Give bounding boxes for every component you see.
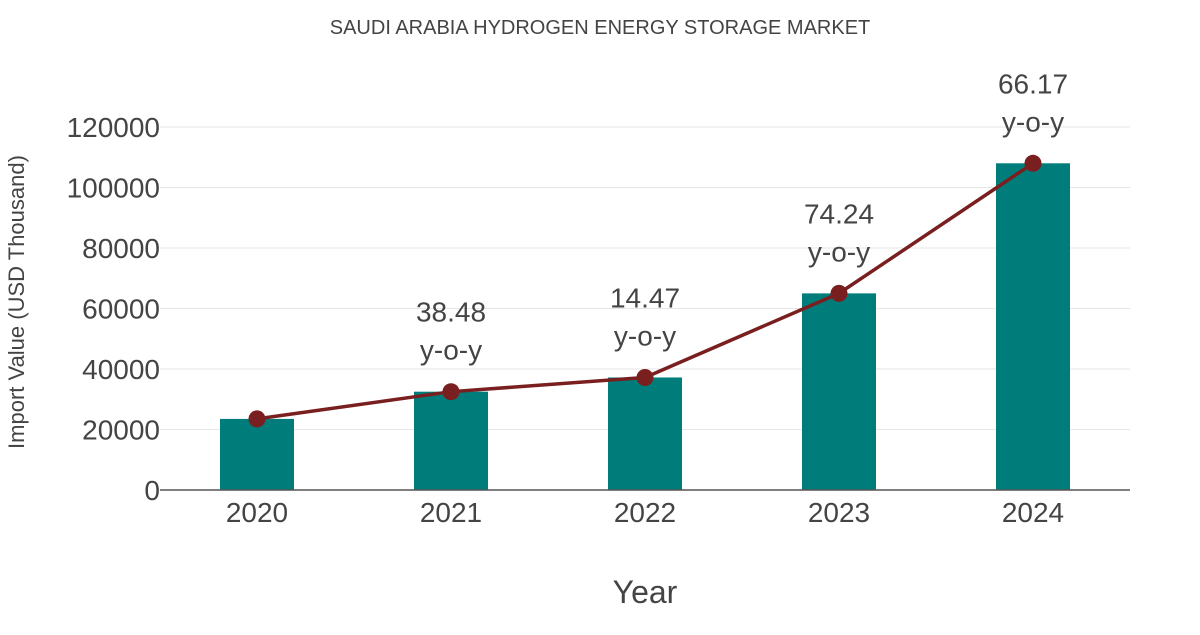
y-tick-label: 40000: [82, 354, 160, 385]
yoy-suffix-label: y-o-y: [420, 335, 482, 366]
bar: [220, 418, 294, 490]
bar: [802, 293, 876, 490]
yoy-point: [442, 383, 460, 401]
y-tick-label: 60000: [82, 294, 160, 325]
yoy-value-label: 66.17: [998, 68, 1068, 99]
bar: [608, 377, 682, 490]
x-tick-label: 2024: [1002, 497, 1064, 528]
bar: [996, 163, 1070, 491]
y-axis-label: Import Value (USD Thousand): [4, 155, 29, 449]
x-axis-label: Year: [613, 574, 678, 610]
yoy-value-label: 38.48: [416, 297, 486, 328]
yoy-suffix-label: y-o-y: [808, 236, 870, 267]
yoy-line-series: [248, 154, 1042, 428]
x-tick-labels: 2020 2021 2022 2023 2024: [226, 497, 1064, 528]
y-tick-label: 0: [144, 475, 160, 506]
y-tick-label: 100000: [67, 173, 160, 204]
yoy-suffix-label: y-o-y: [1002, 106, 1064, 137]
x-tick-label: 2022: [614, 497, 676, 528]
yoy-value-label: 74.24: [804, 198, 874, 229]
y-tick-label: 120000: [67, 112, 160, 143]
y-tick-label: 80000: [82, 233, 160, 264]
yoy-suffix-label: y-o-y: [614, 320, 676, 351]
bar: [414, 391, 488, 490]
x-tick-label: 2023: [808, 497, 870, 528]
x-tick-label: 2021: [420, 497, 482, 528]
yoy-point: [248, 410, 266, 428]
yoy-point: [830, 284, 848, 302]
yoy-point: [636, 368, 654, 386]
gridlines: [160, 126, 1130, 430]
y-tick-labels: 0 20000 40000 60000 80000 100000 120000: [67, 112, 160, 506]
yoy-point: [1024, 154, 1042, 172]
bars: [220, 163, 1070, 491]
yoy-value-label: 14.47: [610, 282, 680, 313]
chart-title: SAUDI ARABIA HYDROGEN ENERGY STORAGE MAR…: [330, 17, 871, 39]
y-tick-label: 20000: [82, 415, 160, 446]
yoy-annotations: 38.48 y-o-y 14.47 y-o-y 74.24 y-o-y 66.17 y-o-y: [416, 68, 1068, 365]
x-tick-label: 2020: [226, 497, 288, 528]
